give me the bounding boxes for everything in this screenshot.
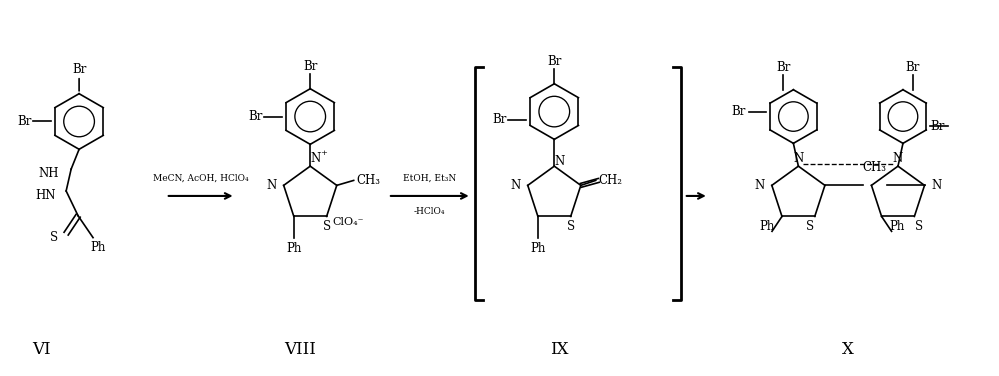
Text: N: N <box>893 152 903 165</box>
Text: CH₃: CH₃ <box>357 174 381 187</box>
Text: VIII: VIII <box>285 341 317 358</box>
Text: Ph: Ph <box>286 242 302 255</box>
Text: N: N <box>755 179 765 192</box>
Text: N: N <box>793 152 803 165</box>
Text: -HClO₄: -HClO₄ <box>414 207 446 216</box>
Text: S: S <box>806 220 814 233</box>
Text: Ph: Ph <box>90 241 106 254</box>
Text: Br: Br <box>547 55 561 68</box>
Text: N: N <box>554 155 564 168</box>
Text: HN: HN <box>36 190 56 202</box>
Text: Br: Br <box>906 61 920 74</box>
Text: VI: VI <box>32 341 51 358</box>
Text: N: N <box>931 179 942 192</box>
Text: Br: Br <box>493 113 506 126</box>
Text: CH₃: CH₃ <box>863 161 887 174</box>
Text: Ph: Ph <box>530 242 545 255</box>
Text: Br: Br <box>776 61 790 74</box>
Text: Ph: Ph <box>759 220 774 233</box>
Text: ClO₄⁻: ClO₄⁻ <box>333 217 364 227</box>
Text: IX: IX <box>550 341 568 358</box>
Text: EtOH, Et₃N: EtOH, Et₃N <box>404 174 457 183</box>
Text: NH: NH <box>39 167 59 180</box>
Text: Br: Br <box>248 110 263 123</box>
Text: Br: Br <box>72 64 86 76</box>
Text: Br: Br <box>931 120 945 133</box>
Text: +: + <box>320 149 327 157</box>
Text: N: N <box>310 152 321 165</box>
Text: Br: Br <box>17 115 32 128</box>
Text: MeCN, AcOH, HClO₄: MeCN, AcOH, HClO₄ <box>153 174 249 183</box>
Text: S: S <box>566 220 574 233</box>
Text: N: N <box>510 179 520 192</box>
Text: Br: Br <box>731 105 746 118</box>
Text: Ph: Ph <box>889 220 904 233</box>
Text: S: S <box>50 231 58 244</box>
Text: S: S <box>323 220 331 233</box>
Text: X: X <box>842 341 854 358</box>
Text: S: S <box>915 220 923 233</box>
Text: Br: Br <box>303 61 318 73</box>
Text: CH₂: CH₂ <box>598 174 622 187</box>
Text: N: N <box>267 179 277 192</box>
